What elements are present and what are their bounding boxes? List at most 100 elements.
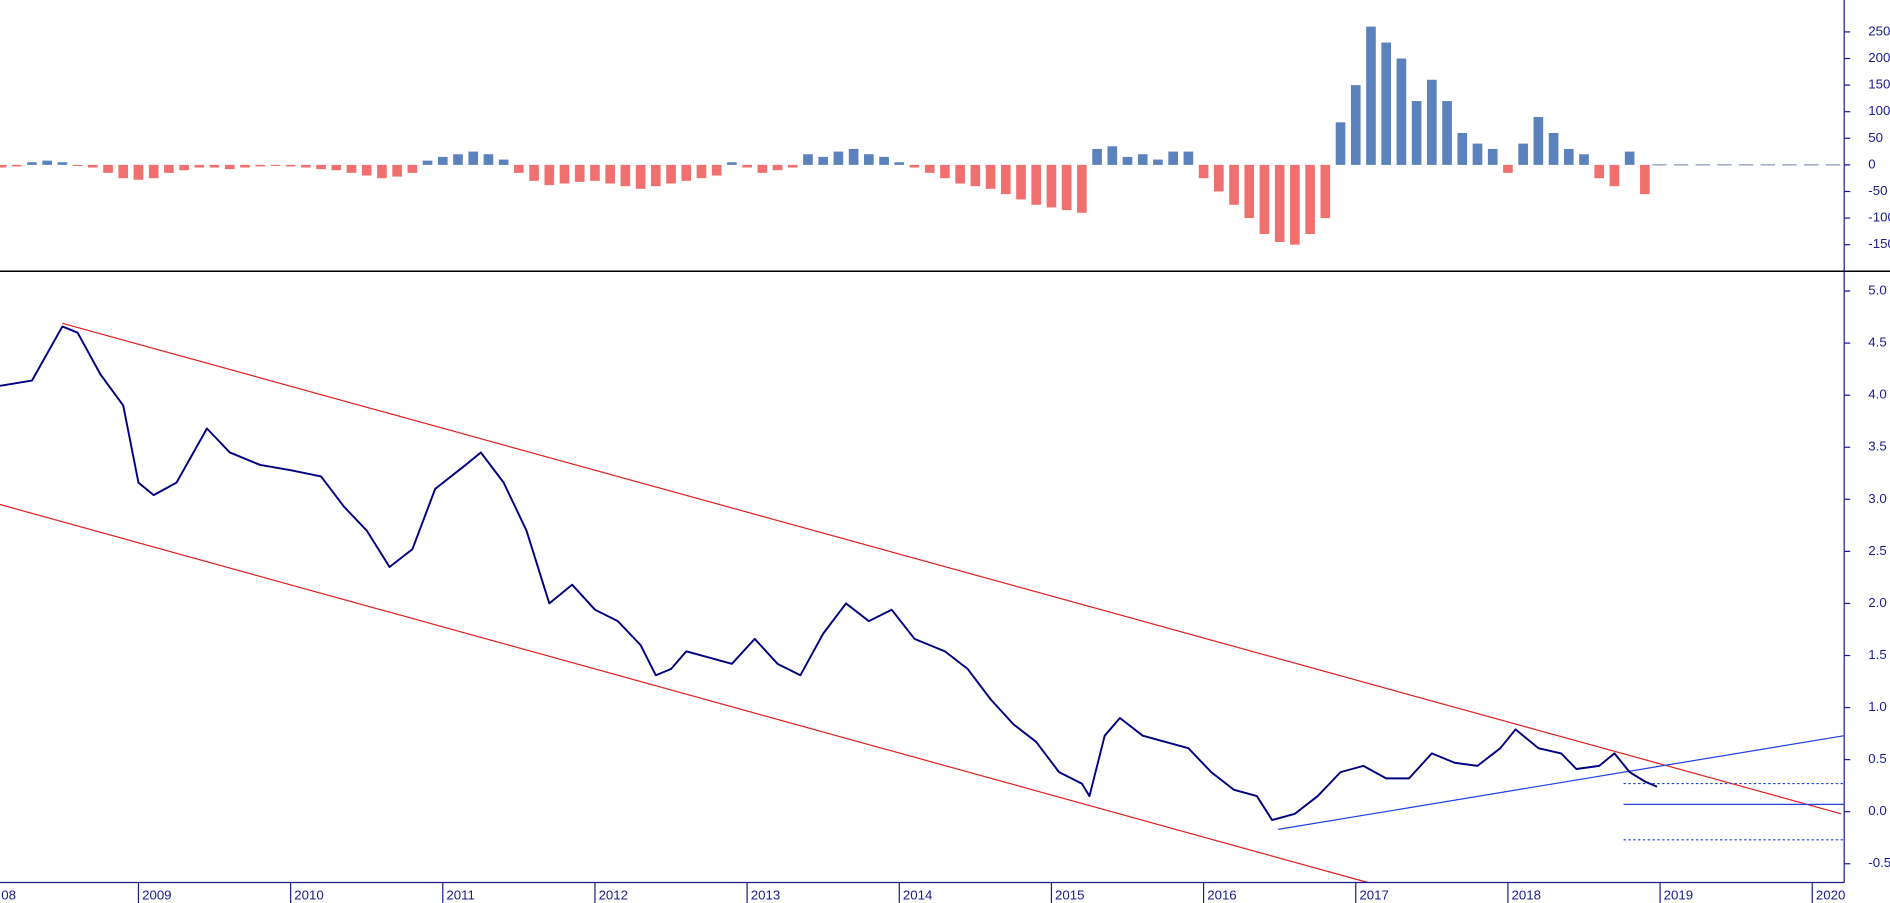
histogram-bar bbox=[1077, 164, 1087, 213]
y-tick-label: 250 bbox=[1868, 23, 1890, 38]
histogram-bar bbox=[787, 164, 798, 168]
trendline bbox=[1278, 735, 1845, 830]
y-tick-label: 0.0 bbox=[1868, 803, 1886, 818]
histogram-bar bbox=[1198, 164, 1209, 179]
x-tick-label: 2015 bbox=[1055, 887, 1084, 902]
histogram-bar bbox=[1503, 164, 1513, 173]
histogram-bar bbox=[224, 164, 235, 170]
histogram-bar bbox=[483, 154, 494, 165]
histogram-bar bbox=[1183, 151, 1194, 165]
histogram-bar bbox=[1381, 42, 1392, 165]
y-tick-label: 3.0 bbox=[1868, 491, 1886, 506]
price-line bbox=[0, 325, 1658, 821]
histogram-bar bbox=[1046, 164, 1057, 208]
histogram-bar bbox=[1244, 164, 1255, 219]
histogram-bar bbox=[1274, 164, 1285, 243]
histogram-bar bbox=[270, 164, 281, 166]
histogram-bar bbox=[696, 164, 707, 179]
histogram-bar bbox=[453, 154, 463, 165]
histogram-bar bbox=[437, 156, 448, 165]
x-tick-label: 2012 bbox=[599, 887, 628, 902]
y-tick-label: 0 bbox=[1868, 156, 1875, 171]
histogram-bar bbox=[377, 164, 387, 179]
histogram-bar bbox=[179, 164, 189, 171]
histogram-bar bbox=[1107, 146, 1118, 165]
histogram-bar bbox=[1457, 132, 1468, 165]
histogram-bar bbox=[1533, 117, 1544, 165]
x-tick-label: 2013 bbox=[751, 887, 780, 902]
histogram-bar bbox=[666, 164, 676, 184]
y-tick-label: 4.5 bbox=[1868, 335, 1886, 350]
histogram-bar bbox=[1366, 26, 1376, 165]
histogram-bar bbox=[346, 164, 357, 173]
y-tick-label: -150 bbox=[1868, 236, 1890, 251]
histogram-bar bbox=[1594, 164, 1605, 179]
histogram-bar bbox=[209, 164, 220, 168]
histogram-bar bbox=[727, 162, 737, 165]
histogram-bar bbox=[650, 164, 661, 187]
histogram-bar bbox=[909, 164, 920, 168]
histogram-bar bbox=[1548, 132, 1559, 165]
y-tick-label: 1.0 bbox=[1868, 699, 1886, 714]
histogram-bar bbox=[1427, 79, 1437, 165]
histogram-bar bbox=[803, 154, 813, 165]
histogram-bar bbox=[57, 162, 68, 165]
y-tick-label: 4.0 bbox=[1868, 387, 1886, 402]
histogram-bar bbox=[1229, 164, 1239, 205]
histogram-bar bbox=[1350, 85, 1361, 165]
y-tick-label: 200 bbox=[1868, 50, 1890, 65]
y-tick-label: -100 bbox=[1868, 210, 1890, 225]
histogram-bar bbox=[422, 160, 433, 165]
histogram-bar bbox=[1213, 164, 1224, 192]
x-tick-label: 2020 bbox=[1816, 887, 1845, 902]
histogram-bar bbox=[87, 164, 98, 168]
histogram-bar bbox=[711, 164, 722, 176]
y-tick-label: -50 bbox=[1868, 183, 1887, 198]
histogram-bar bbox=[818, 156, 829, 165]
histogram-bar bbox=[772, 164, 783, 171]
y-tick-label: 3.5 bbox=[1868, 439, 1886, 454]
y-tick-label: 2.5 bbox=[1868, 543, 1886, 558]
histogram-bar bbox=[940, 164, 950, 179]
histogram-bar bbox=[620, 164, 631, 187]
x-tick-label: 08 bbox=[1, 887, 16, 902]
histogram-bar bbox=[1290, 164, 1300, 245]
histogram-bar bbox=[590, 164, 600, 181]
histogram-bar bbox=[1487, 148, 1498, 165]
histogram-bar bbox=[407, 164, 418, 173]
histogram-bar bbox=[103, 164, 113, 173]
histogram-bar bbox=[1137, 154, 1148, 165]
histogram-bar bbox=[1640, 164, 1650, 195]
histogram-bar bbox=[164, 164, 174, 173]
histogram-bar bbox=[1472, 143, 1483, 165]
trendline bbox=[0, 503, 1369, 884]
histogram-bar bbox=[559, 164, 570, 184]
y-tick-label: 2.0 bbox=[1868, 595, 1886, 610]
histogram-bar bbox=[42, 160, 52, 165]
y-tick-label: 5.0 bbox=[1868, 283, 1886, 298]
histogram-bar bbox=[514, 164, 524, 173]
histogram-bar bbox=[11, 164, 22, 167]
histogram-bar bbox=[924, 164, 935, 173]
histogram-bar bbox=[27, 162, 37, 165]
y-tick-label: 100 bbox=[1868, 103, 1890, 118]
histogram-bar bbox=[757, 164, 768, 173]
y-tick-label: 1.5 bbox=[1868, 647, 1886, 662]
histogram-bar bbox=[301, 164, 311, 168]
histogram-bar bbox=[574, 164, 585, 182]
histogram-bar bbox=[1122, 156, 1133, 165]
histogram-bar bbox=[1624, 151, 1635, 165]
histogram-bar bbox=[1092, 148, 1102, 165]
histogram-bar bbox=[864, 154, 874, 165]
x-tick-label: 2009 bbox=[142, 887, 171, 902]
histogram-bar bbox=[1016, 164, 1026, 200]
histogram-bar bbox=[1168, 151, 1178, 165]
histogram-bar bbox=[1563, 148, 1574, 165]
histogram-bar bbox=[1061, 164, 1072, 211]
histogram-bar bbox=[544, 164, 555, 186]
histogram-bar bbox=[742, 164, 752, 168]
x-tick-label: 2010 bbox=[294, 887, 323, 902]
histogram-bar bbox=[0, 164, 7, 168]
x-tick-label: 2016 bbox=[1207, 887, 1236, 902]
